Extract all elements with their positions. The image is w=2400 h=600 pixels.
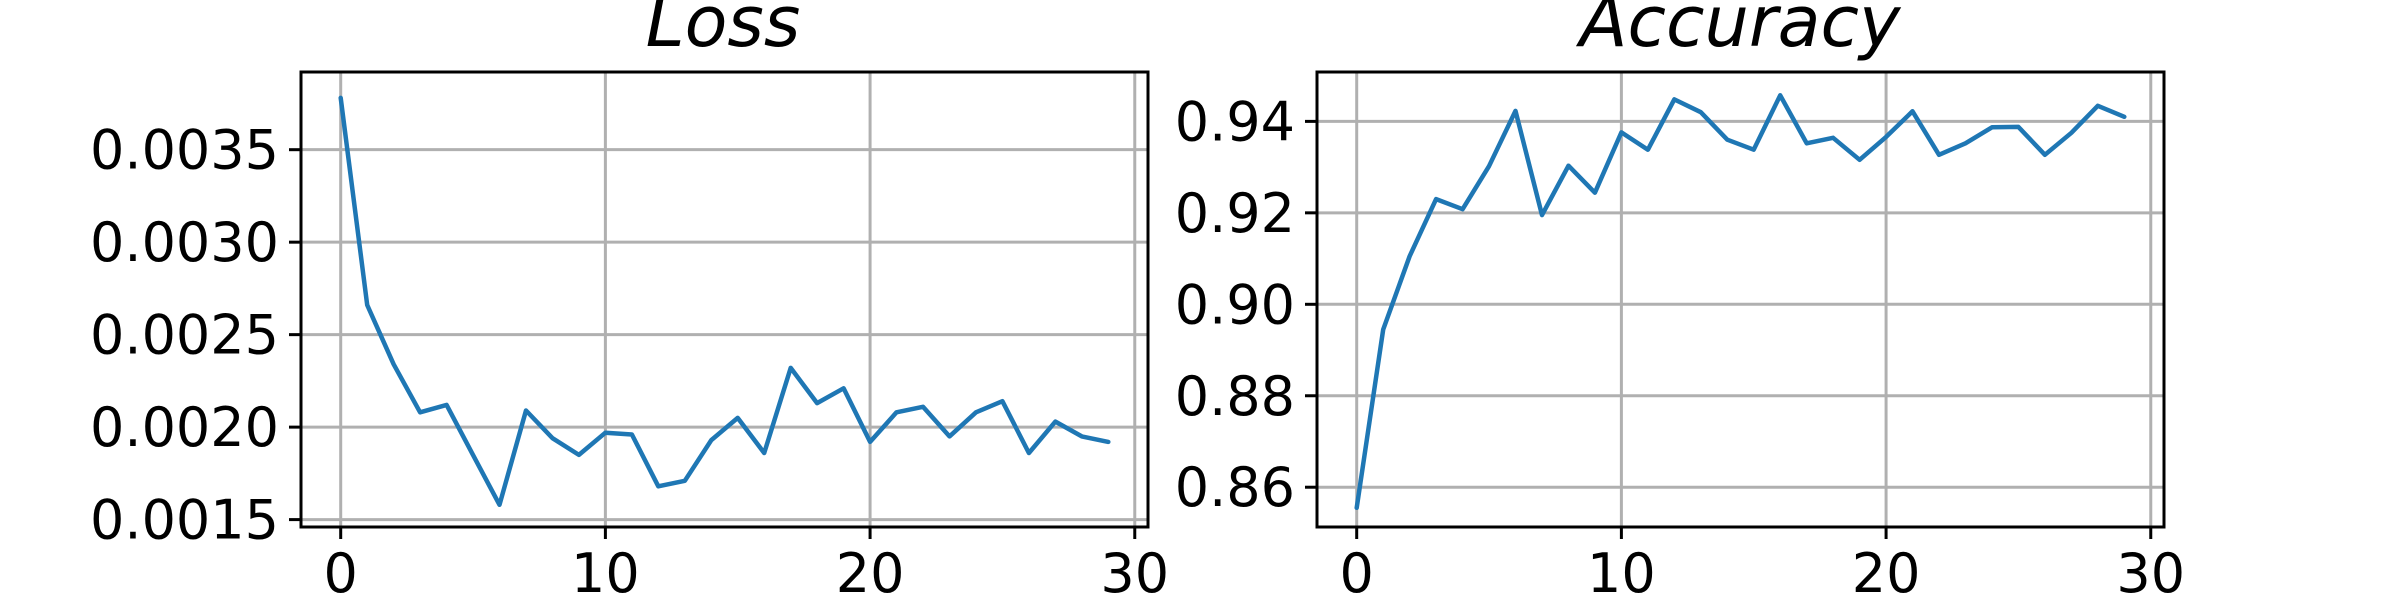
accuracy-series-line xyxy=(1354,93,2127,511)
accuracy-x-tick-label: 10 xyxy=(1587,542,1656,600)
loss-panel: Loss 0 10 20 30 0.0015 0.0020 0.0025 0.0030 0.00… xyxy=(90,0,1169,600)
loss-y-tick-label: 0.0015 xyxy=(90,489,279,552)
accuracy-x-tick-label: 30 xyxy=(2116,542,2185,600)
accuracy-panel: Accuracy 0 10 20 30 0.86 0.88 0.90 0.92 0.94 xyxy=(1175,0,2185,600)
loss-y-tick-label: 0.0025 xyxy=(90,304,279,367)
accuracy-x-tick-label: 0 xyxy=(1340,542,1374,600)
accuracy-y-tick-label: 0.88 xyxy=(1175,365,1295,428)
loss-title: Loss xyxy=(646,0,801,63)
loss-y-tick-label: 0.0020 xyxy=(90,396,279,459)
accuracy-y-tick-label: 0.90 xyxy=(1175,273,1295,336)
loss-y-tick-label: 0.0035 xyxy=(90,119,279,182)
accuracy-x-tick-label: 20 xyxy=(1852,542,1921,600)
accuracy-y-tick-label: 0.94 xyxy=(1175,90,1295,153)
accuracy-title: Accuracy xyxy=(1576,0,1902,63)
loss-series-line xyxy=(338,95,1111,508)
accuracy-y-tick-label: 0.92 xyxy=(1175,182,1295,245)
loss-axes-frame xyxy=(299,70,1150,529)
loss-x-tick-label: 30 xyxy=(1100,542,1169,600)
loss-x-tick-label: 10 xyxy=(571,542,640,600)
loss-x-tick-label: 0 xyxy=(324,542,358,600)
loss-x-tick-label: 20 xyxy=(836,542,905,600)
loss-y-tick-label: 0.0030 xyxy=(90,211,279,274)
accuracy-y-tick-label: 0.86 xyxy=(1175,456,1295,519)
accuracy-axes-frame xyxy=(1315,70,2166,529)
